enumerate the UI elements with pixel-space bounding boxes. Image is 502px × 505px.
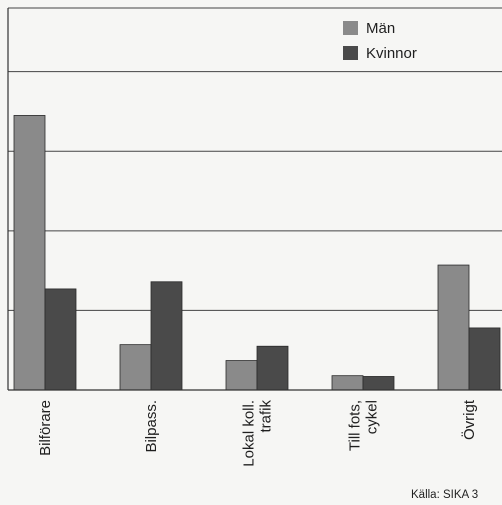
bar-m-n-4 — [331, 375, 364, 391]
x-tick-label-1: Bilförare — [37, 400, 54, 456]
legend-swatch-man — [343, 21, 358, 35]
bars — [13, 115, 501, 391]
legend: Män Kvinnor — [343, 20, 417, 62]
bar-kvinnor-5 — [468, 327, 501, 391]
gridlines — [8, 7, 502, 311]
bar-kvinnor-3 — [256, 345, 289, 391]
x-tick-label-5: Övrigt — [460, 399, 478, 440]
x-tick-label-2: Bilpass. — [143, 400, 160, 453]
legend-label-man: Män — [366, 20, 395, 37]
bar-m-n-3 — [225, 360, 258, 391]
bar-m-n-2 — [119, 344, 152, 391]
axes — [7, 8, 502, 391]
x-tick-label-3-line-1: Lokal koll. — [241, 400, 258, 467]
source-note: Källa: SIKA 3 — [411, 489, 478, 501]
x-tick-labels: Bilförare Bilpass. Lokal koll. trafik Till f… — [37, 399, 478, 467]
bar-kvinnor-1 — [44, 288, 77, 391]
legend-swatch-kvinnor — [343, 46, 358, 60]
bar-kvinnor-2 — [150, 281, 183, 391]
bar-kvinnor-4 — [362, 376, 395, 391]
bar-m-n-1 — [13, 115, 46, 391]
x-tick-label-3-line-2: trafik — [258, 400, 275, 433]
x-tick-label-4-line-1: Till fots, — [347, 400, 364, 451]
x-tick-label-4-line-2: cykel — [364, 400, 381, 434]
legend-label-kvinnor: Kvinnor — [366, 45, 417, 62]
bar-m-n-5 — [437, 264, 470, 391]
